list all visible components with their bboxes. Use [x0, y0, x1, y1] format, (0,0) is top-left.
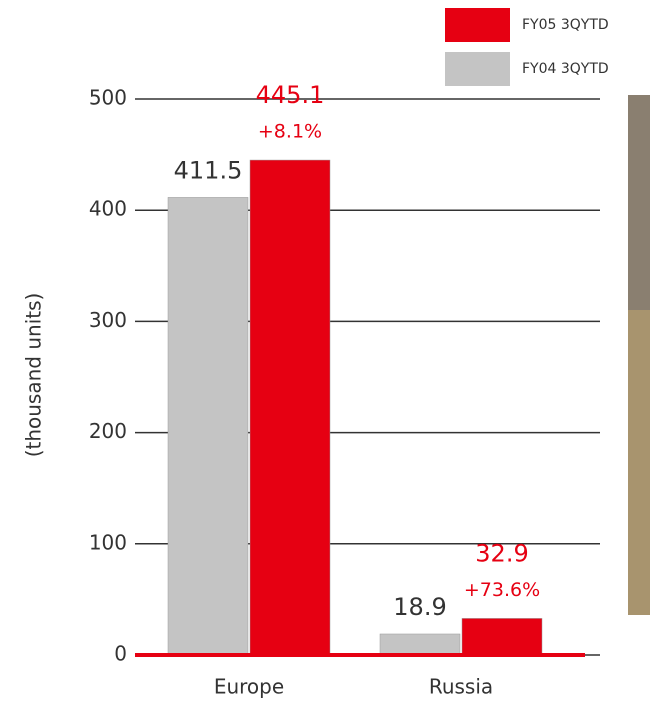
legend-swatch [445, 8, 510, 42]
photo [628, 310, 650, 615]
value-label: 32.9 [475, 539, 528, 567]
change-label: +73.6% [464, 579, 540, 601]
bar [167, 197, 249, 656]
y-tick-label: 200 [89, 419, 127, 443]
x-tick-label: Europe [214, 675, 284, 699]
y-axis-label: (thousand units) [22, 293, 46, 458]
bar [249, 159, 331, 656]
legend-swatch [445, 52, 510, 86]
y-tick-label: 300 [89, 308, 127, 332]
bar [379, 633, 461, 656]
legend-label: FY05 3QYTD [522, 17, 609, 33]
value-label: 445.1 [256, 81, 325, 109]
x-tick-label: Russia [429, 675, 493, 699]
y-tick-label: 0 [114, 642, 127, 666]
value-label: 411.5 [174, 156, 243, 184]
bar [461, 618, 543, 656]
y-tick-label: 500 [89, 86, 127, 110]
legend-label: FY04 3QYTD [522, 61, 609, 77]
y-tick-label: 400 [89, 197, 127, 221]
y-tick-label: 100 [89, 530, 127, 554]
value-label: 18.9 [393, 593, 446, 621]
change-label: +8.1% [258, 121, 322, 143]
